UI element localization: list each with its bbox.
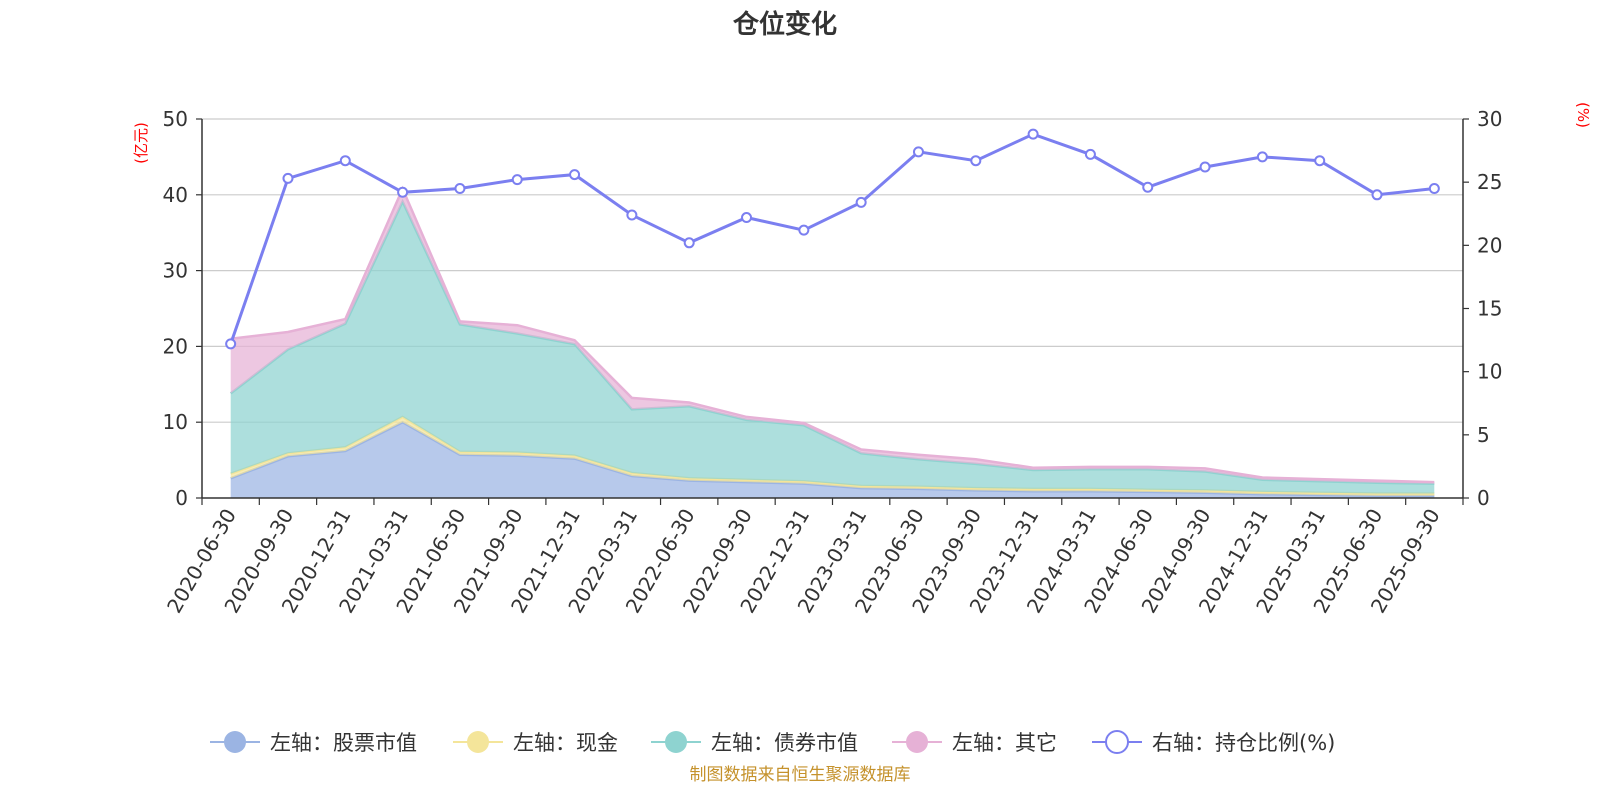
legend-marker bbox=[906, 731, 928, 753]
ratio-point bbox=[1256, 151, 1268, 163]
ratio-point bbox=[282, 172, 294, 184]
right-axis-tick-label: 30 bbox=[1477, 107, 1502, 131]
legend-marker bbox=[467, 731, 489, 753]
right-axis-tick-label: 20 bbox=[1477, 233, 1502, 257]
legend-item: 左轴：其它 bbox=[892, 731, 1057, 755]
right-axis-tick-label: 10 bbox=[1477, 360, 1502, 384]
left-axis-tick-label: 10 bbox=[163, 410, 188, 434]
legend-label: 右轴：持仓比例(%) bbox=[1152, 731, 1335, 755]
legend-label: 左轴：现金 bbox=[513, 731, 618, 755]
ratio-point bbox=[225, 338, 237, 350]
right-axis-tick-label: 15 bbox=[1477, 297, 1502, 321]
area-edge-左轴：其它 bbox=[230, 185, 1435, 484]
ratio-point bbox=[1084, 148, 1096, 160]
legend-item: 左轴：债券市值 bbox=[651, 731, 858, 755]
ratio-point bbox=[741, 212, 753, 224]
stacked-areas bbox=[229, 185, 1435, 498]
ratio-line bbox=[229, 132, 1435, 345]
right-axis-tick-label: 25 bbox=[1477, 170, 1502, 194]
legend-label: 左轴：债券市值 bbox=[711, 731, 858, 755]
legend-label: 左轴：股票市值 bbox=[270, 731, 417, 755]
holding-ratio-line bbox=[225, 128, 1440, 350]
left-axis-tick-label: 20 bbox=[163, 334, 188, 358]
left-axis-tick-label: 0 bbox=[175, 486, 188, 510]
legend-item: 左轴：现金 bbox=[453, 731, 618, 755]
legend-label: 左轴：其它 bbox=[952, 731, 1057, 755]
legend-item: 右轴：持仓比例(%) bbox=[1092, 730, 1335, 755]
ratio-point bbox=[626, 209, 638, 221]
ratio-point bbox=[569, 169, 581, 181]
legend-marker bbox=[224, 731, 246, 753]
data-source-note: 制图数据来自恒生聚源数据库 bbox=[690, 765, 911, 785]
right-axis-tick-label: 0 bbox=[1477, 486, 1490, 510]
ratio-point bbox=[912, 146, 924, 158]
left-axis-tick-label: 40 bbox=[163, 183, 188, 207]
ratio-point bbox=[855, 196, 867, 208]
legend-marker bbox=[1105, 730, 1129, 754]
ratio-point bbox=[683, 237, 695, 249]
legend-marker bbox=[665, 731, 687, 753]
ratio-point bbox=[1142, 181, 1154, 193]
ratio-point bbox=[1371, 189, 1383, 201]
legend: 左轴：股票市值 左轴：现金 左轴：债券市值 左轴：其它 右轴：持仓比例(%) bbox=[210, 730, 1335, 755]
ratio-point bbox=[1314, 155, 1326, 167]
right-axis-unit-label: (%) bbox=[1574, 102, 1592, 128]
left-axis-unit-label: (亿元) bbox=[132, 122, 150, 164]
ratio-point bbox=[397, 186, 409, 198]
ratio-point bbox=[339, 155, 351, 167]
ratio-point bbox=[511, 174, 523, 186]
ratio-point bbox=[1428, 182, 1440, 194]
ratio-point bbox=[1199, 161, 1211, 173]
ratio-point bbox=[1027, 128, 1039, 140]
ratio-point bbox=[454, 182, 466, 194]
left-axis-tick-label: 50 bbox=[163, 107, 188, 131]
ratio-point bbox=[798, 224, 810, 236]
right-axis-tick-label: 5 bbox=[1477, 423, 1490, 447]
area-左轴：债券市值 bbox=[230, 201, 1435, 494]
left-axis-tick-label: 30 bbox=[163, 259, 188, 283]
ratio-point bbox=[970, 155, 982, 167]
chart-title: 仓位变化 bbox=[732, 9, 837, 40]
legend-item: 左轴：股票市值 bbox=[210, 731, 417, 755]
area-左轴：股票市值 bbox=[230, 422, 1435, 498]
